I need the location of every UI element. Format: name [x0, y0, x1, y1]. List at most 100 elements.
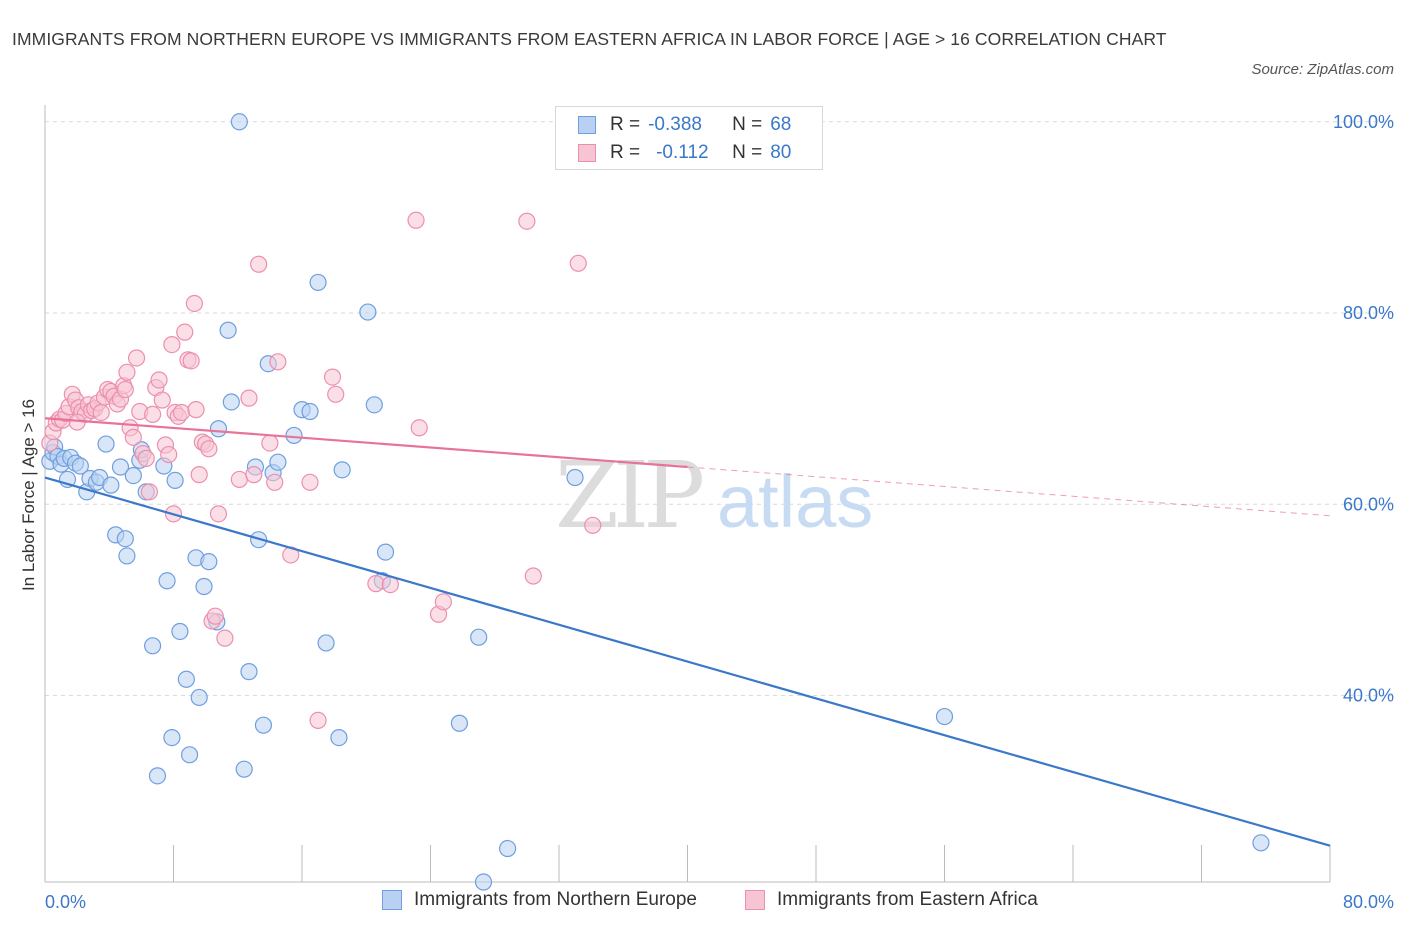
legend-r-value: -0.112 — [656, 142, 709, 163]
data-point-northern-europe — [166, 471, 184, 489]
data-point-eastern-africa — [124, 428, 142, 446]
x-tick-label: 0.0% — [45, 892, 86, 912]
data-point-eastern-africa — [153, 391, 171, 409]
data-point-northern-europe — [376, 543, 395, 561]
legend-n-value: 68 — [770, 114, 792, 135]
legend-swatch-blue — [382, 890, 402, 910]
data-point-eastern-africa — [230, 470, 248, 489]
data-point-northern-europe — [219, 321, 237, 339]
data-point-northern-europe — [163, 729, 181, 747]
data-point-northern-europe — [935, 707, 954, 726]
data-point-eastern-africa — [240, 389, 258, 407]
trend-line-eastern-africa — [44, 417, 688, 469]
data-point-eastern-africa — [309, 711, 327, 729]
y-axis-label: In Labor Force | Age > 16 — [19, 399, 38, 591]
data-point-eastern-africa — [140, 483, 159, 501]
data-points — [41, 113, 1270, 891]
legend-r-label: R = — [610, 114, 641, 135]
trend-lines — [44, 417, 1331, 847]
data-point-eastern-africa — [250, 255, 268, 273]
data-point-northern-europe — [195, 577, 213, 596]
data-point-eastern-africa — [266, 473, 284, 491]
legend-n-label: N = — [732, 142, 763, 163]
data-point-northern-europe — [177, 670, 195, 688]
data-point-eastern-africa — [190, 466, 208, 484]
x-tick-label: 80.0% — [1343, 892, 1394, 912]
data-point-northern-europe — [317, 634, 335, 652]
legend-r-label: R = — [610, 142, 641, 163]
data-point-northern-europe — [209, 420, 228, 438]
data-point-northern-europe — [359, 303, 377, 321]
data-point-eastern-africa — [163, 335, 181, 354]
data-point-eastern-africa — [209, 505, 228, 523]
data-point-eastern-africa — [569, 254, 587, 272]
data-point-northern-europe — [102, 476, 120, 494]
data-point-northern-europe — [566, 468, 584, 487]
data-point-eastern-africa — [410, 419, 428, 437]
legend-n-value: 80 — [770, 142, 792, 163]
y-tick-label: 60.0% — [1343, 494, 1394, 514]
data-point-eastern-africa — [176, 323, 194, 341]
data-point-eastern-africa — [245, 466, 263, 484]
data-point-northern-europe — [301, 402, 319, 421]
data-point-eastern-africa — [206, 607, 224, 625]
legend-swatch-blue — [578, 116, 596, 134]
chart-source: Source: ZipAtlas.com — [1251, 61, 1394, 78]
chart-title: IMMIGRANTS FROM NORTHERN EUROPE VS IMMIG… — [12, 29, 1167, 49]
legend-r-value: -0.388 — [648, 114, 702, 135]
watermark: ZIP atlas — [555, 442, 873, 549]
data-point-northern-europe — [330, 729, 348, 747]
data-point-northern-europe — [158, 572, 176, 590]
data-point-northern-europe — [222, 393, 240, 411]
data-point-eastern-africa — [116, 380, 134, 399]
data-point-eastern-africa — [261, 434, 279, 452]
legend-swatch-pink — [578, 144, 596, 162]
data-point-eastern-africa — [150, 371, 168, 389]
data-point-eastern-africa — [584, 516, 602, 534]
data-point-eastern-africa — [127, 349, 146, 367]
data-point-northern-europe — [235, 760, 253, 778]
data-point-northern-europe — [124, 466, 142, 485]
legend-row-northern-europe: R = -0.388 N = 68 — [578, 112, 791, 138]
data-point-northern-europe — [190, 688, 208, 707]
watermark-atlas: atlas — [717, 460, 873, 543]
data-point-northern-europe — [71, 457, 89, 475]
legend-swatch-pink — [745, 890, 765, 910]
data-point-eastern-africa — [323, 368, 342, 386]
data-point-eastern-africa — [144, 405, 162, 423]
data-point-northern-europe — [333, 461, 351, 479]
bottom-legend-eastern-africa: Immigrants from Eastern Africa — [745, 889, 1038, 911]
correlation-legend: R = -0.388 N = 68 R = -0.112 N = 80 — [555, 106, 823, 170]
data-point-northern-europe — [1252, 834, 1270, 852]
data-point-eastern-africa — [160, 445, 178, 464]
legend-label-eastern-africa: Immigrants from Eastern Africa — [777, 889, 1038, 910]
y-tick-label: 40.0% — [1343, 686, 1394, 706]
data-point-northern-europe — [450, 714, 469, 732]
axes — [44, 105, 1331, 883]
data-point-eastern-africa — [269, 353, 287, 371]
data-point-northern-europe — [97, 435, 115, 453]
grid-lines — [45, 121, 1392, 697]
data-point-northern-europe — [230, 113, 248, 131]
data-point-eastern-africa — [187, 401, 205, 419]
data-point-northern-europe — [499, 839, 517, 858]
data-point-eastern-africa — [182, 352, 200, 370]
data-point-eastern-africa — [216, 629, 234, 647]
data-point-eastern-africa — [92, 403, 110, 422]
legend-row-eastern-africa: R = -0.112 N = 80 — [578, 140, 791, 166]
y-tick-label: 80.0% — [1343, 303, 1394, 323]
data-point-northern-europe — [171, 622, 189, 641]
data-point-eastern-africa — [367, 575, 385, 593]
data-point-northern-europe — [269, 453, 287, 471]
data-point-northern-europe — [285, 426, 303, 445]
data-point-northern-europe — [474, 873, 493, 891]
data-point-northern-europe — [309, 273, 327, 292]
data-point-eastern-africa — [301, 473, 319, 491]
data-point-northern-europe — [200, 553, 218, 571]
data-point-eastern-africa — [185, 294, 203, 313]
data-point-northern-europe — [180, 746, 199, 764]
data-point-eastern-africa — [524, 567, 542, 585]
data-point-eastern-africa — [172, 403, 191, 422]
data-point-eastern-africa — [434, 593, 452, 611]
